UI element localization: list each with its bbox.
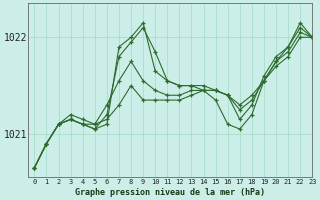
X-axis label: Graphe pression niveau de la mer (hPa): Graphe pression niveau de la mer (hPa): [75, 188, 265, 197]
